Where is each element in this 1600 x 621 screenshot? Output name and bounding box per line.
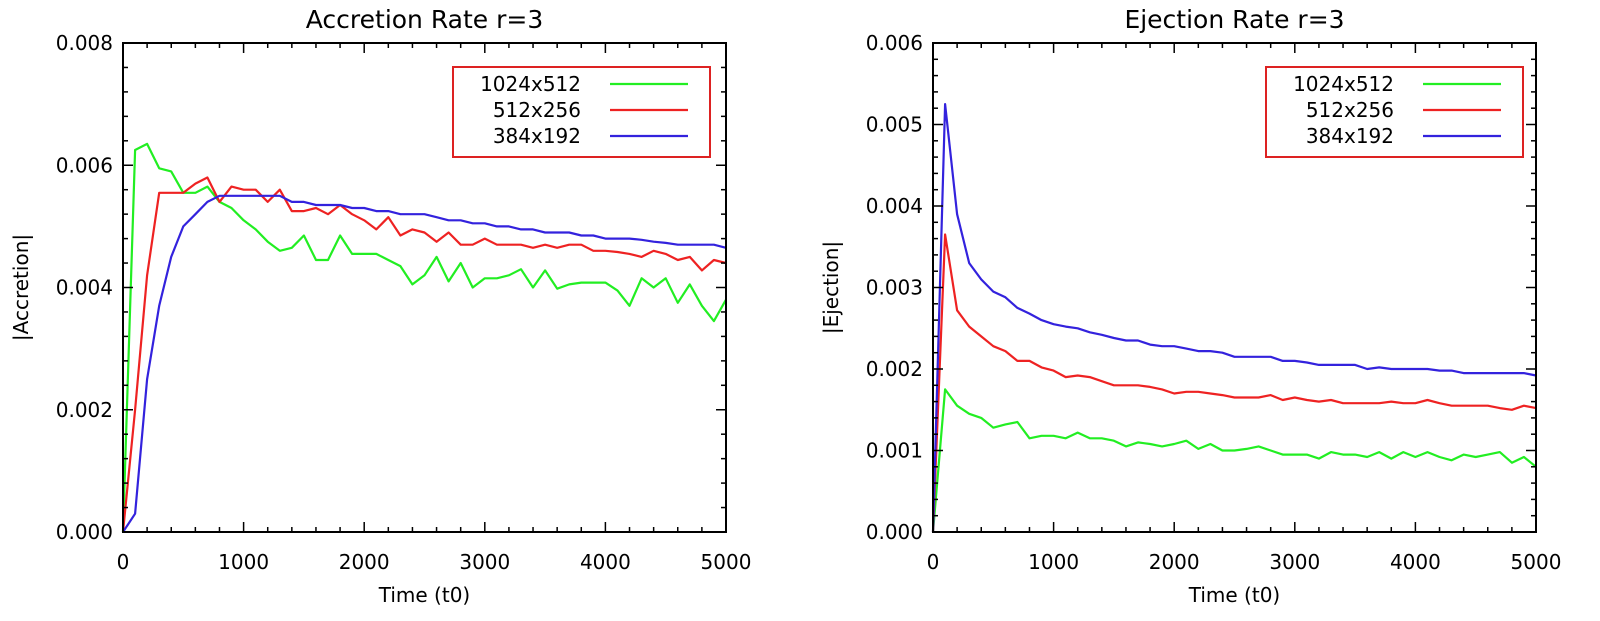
series-group <box>121 142 727 533</box>
y-tick-label: 0.008 <box>56 31 113 55</box>
x-axis-label: Time (t0) <box>1188 583 1280 607</box>
series-line-512x256 <box>931 233 1537 533</box>
x-tick-label: 3000 <box>1269 550 1320 574</box>
chart-title: Ejection Rate r=3 <box>1124 5 1344 34</box>
x-tick-label: 1000 <box>218 550 269 574</box>
y-tick-label: 0.006 <box>56 153 113 177</box>
y-tick-label: 0.001 <box>866 439 923 463</box>
ticks <box>932 42 1537 533</box>
legend-label: 512x256 <box>1306 98 1394 122</box>
series-line-1024x512 <box>121 142 727 533</box>
series-line-1024x512 <box>931 388 1537 533</box>
accretion-chart: Accretion Rate r=3 0 1000 2000 3000 4000 5000 0… <box>9 5 751 607</box>
chart-title: Accretion Rate r=3 <box>306 5 544 34</box>
series-group <box>931 102 1537 533</box>
x-tick-label: 2000 <box>1149 550 1200 574</box>
y-axis-label: |Ejection| <box>819 241 843 334</box>
legend-label: 512x256 <box>493 98 581 122</box>
y-tick-label: 0.005 <box>866 113 923 137</box>
series-line-384x192 <box>122 194 727 533</box>
series-line-384x192 <box>931 102 1537 533</box>
y-tick-label: 0.000 <box>56 520 113 544</box>
y-tick-label: 0.000 <box>866 520 923 544</box>
x-axis-label: Time (t0) <box>378 583 470 607</box>
legend-label: 384x192 <box>1306 124 1394 148</box>
ticks <box>122 42 727 533</box>
y-tick-label: 0.006 <box>866 31 923 55</box>
legend-box <box>452 66 711 158</box>
legend-box <box>1265 66 1524 158</box>
x-tick-label: 5000 <box>701 550 752 574</box>
x-tick-label: 0 <box>927 550 940 574</box>
y-tick-label: 0.003 <box>866 276 923 300</box>
legend-label: 1024x512 <box>1293 72 1394 96</box>
y-tick-label: 0.004 <box>56 276 113 300</box>
y-tick-label: 0.002 <box>866 357 923 381</box>
x-tick-label: 3000 <box>459 550 510 574</box>
y-tick-label: 0.002 <box>56 398 113 422</box>
x-tick-label: 4000 <box>1390 550 1441 574</box>
x-tick-label: 0 <box>117 550 130 574</box>
ejection-chart: Ejection Rate r=3 0 1000 2000 3000 4000 5000 0.… <box>819 5 1561 607</box>
x-tick-label: 2000 <box>339 550 390 574</box>
x-tick-label: 4000 <box>580 550 631 574</box>
series-line-512x256 <box>121 176 727 533</box>
legend-label: 1024x512 <box>480 72 581 96</box>
y-tick-label: 0.004 <box>866 194 923 218</box>
legend-label: 384x192 <box>493 124 581 148</box>
x-tick-label: 1000 <box>1028 550 1079 574</box>
x-tick-label: 5000 <box>1511 550 1562 574</box>
y-axis-label: |Accretion| <box>9 234 33 341</box>
